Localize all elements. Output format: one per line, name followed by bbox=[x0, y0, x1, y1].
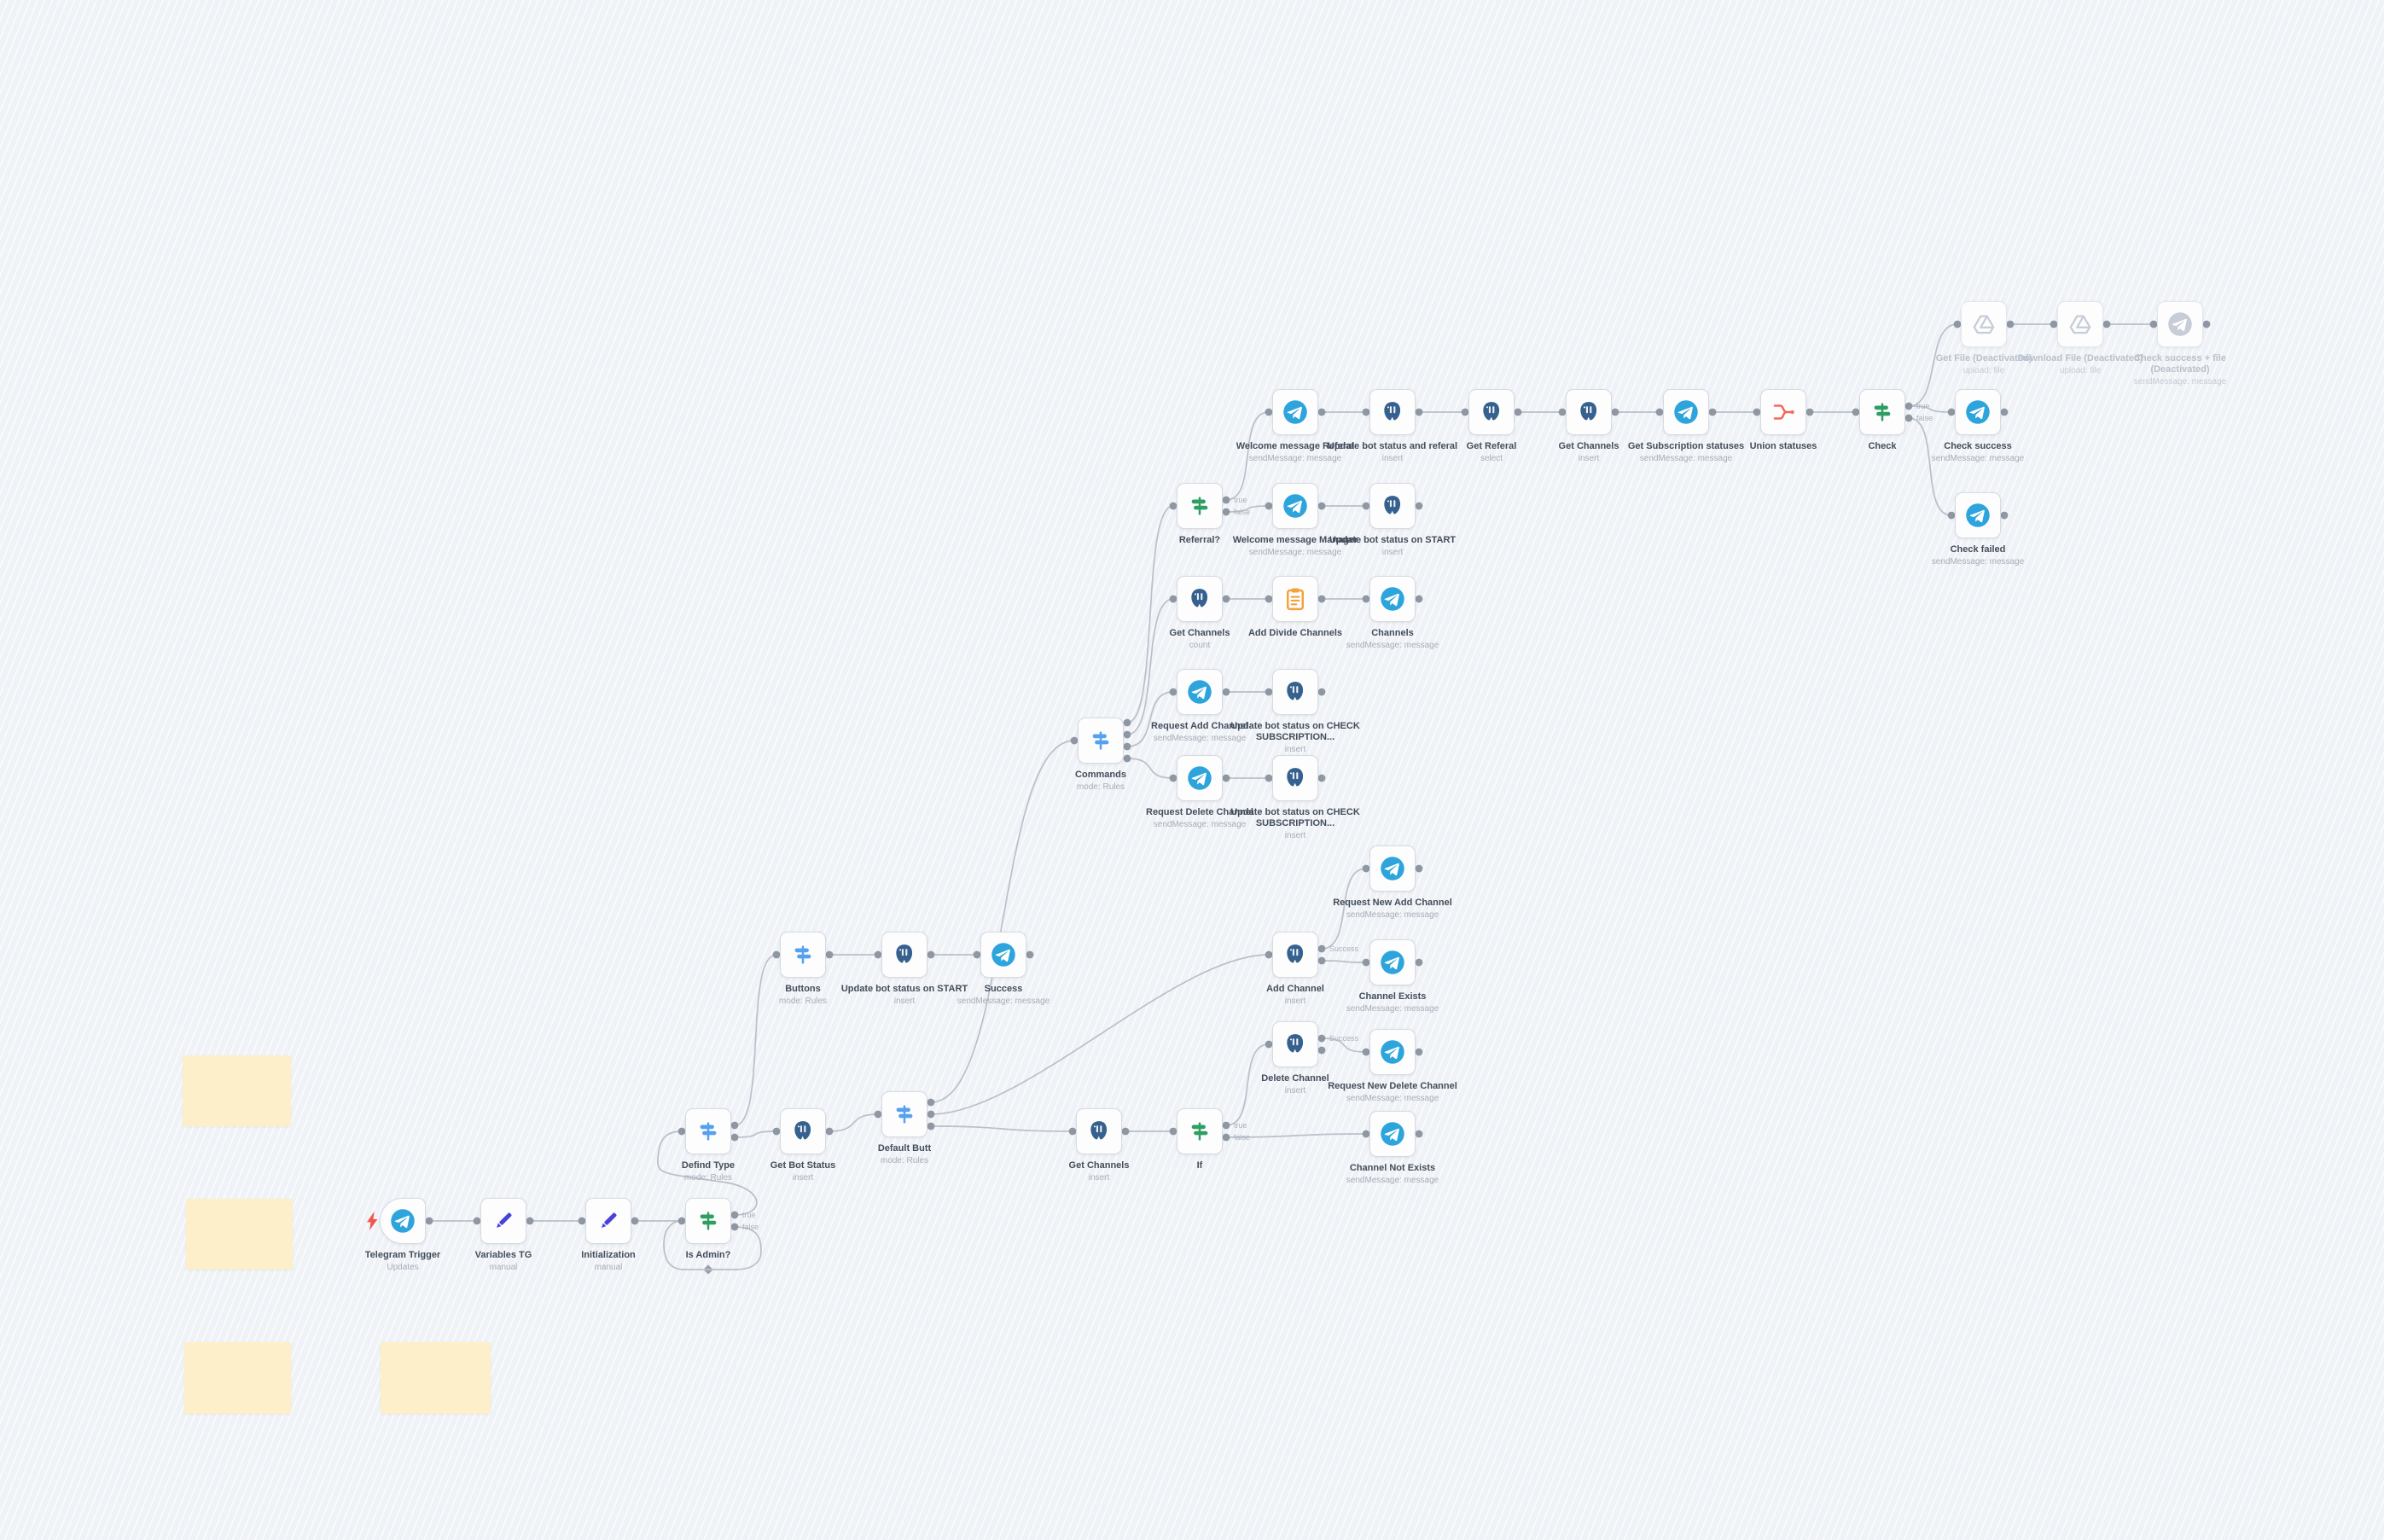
node-reqnewdel[interactable] bbox=[1369, 1029, 1416, 1075]
node-chksuc[interactable] bbox=[1955, 389, 2001, 435]
node-addch[interactable] bbox=[1272, 932, 1318, 978]
postgres-icon bbox=[1282, 1032, 1308, 1057]
svg-text:true: true bbox=[1234, 496, 1247, 504]
postgres-icon bbox=[1282, 942, 1308, 968]
postgres-icon bbox=[1380, 399, 1405, 425]
node-updsub2[interactable] bbox=[1272, 755, 1318, 801]
telegram-icon bbox=[1187, 765, 1212, 791]
telegram-icon bbox=[1380, 950, 1405, 975]
sticky-note-1[interactable] bbox=[183, 1055, 291, 1126]
svg-text:false: false bbox=[1234, 1133, 1250, 1142]
telegram-gray-icon bbox=[2167, 311, 2193, 337]
branch-green-icon bbox=[1869, 399, 1895, 425]
branch-green-icon bbox=[1187, 493, 1212, 519]
node-trigger[interactable] bbox=[380, 1198, 426, 1244]
node-updsub1[interactable] bbox=[1272, 669, 1318, 715]
svg-text:false: false bbox=[1916, 414, 1933, 422]
node-defaultbutt[interactable] bbox=[881, 1091, 927, 1137]
node-chksucfile[interactable] bbox=[2157, 301, 2203, 347]
node-reqnewadd[interactable] bbox=[1369, 846, 1416, 892]
branch-green-icon bbox=[695, 1208, 721, 1234]
pencil-icon bbox=[596, 1208, 621, 1234]
node-chkfail[interactable] bbox=[1955, 492, 2001, 538]
telegram-icon bbox=[1187, 679, 1212, 705]
node-welref[interactable] bbox=[1272, 389, 1318, 435]
svg-text:true: true bbox=[1916, 402, 1930, 410]
switch-blue-icon bbox=[892, 1101, 917, 1127]
postgres-icon bbox=[1282, 765, 1308, 791]
switch-blue-icon bbox=[1088, 728, 1114, 753]
node-getsub[interactable] bbox=[1663, 389, 1709, 435]
node-commands[interactable] bbox=[1078, 718, 1124, 764]
telegram-icon bbox=[1380, 856, 1405, 881]
node-getchcmd[interactable] bbox=[1177, 576, 1223, 622]
postgres-icon bbox=[790, 1119, 816, 1144]
svg-text:false: false bbox=[742, 1223, 759, 1231]
sticky-note-4[interactable] bbox=[381, 1342, 491, 1414]
node-successnode[interactable] bbox=[980, 932, 1026, 978]
node-chexists[interactable] bbox=[1369, 939, 1416, 985]
node-init[interactable] bbox=[585, 1198, 631, 1244]
telegram-icon bbox=[1282, 493, 1308, 519]
postgres-icon bbox=[1187, 586, 1212, 612]
lightning-bolt-icon bbox=[367, 1212, 379, 1230]
telegram-icon bbox=[1282, 399, 1308, 425]
postgres-icon bbox=[892, 942, 917, 968]
node-getchtop[interactable] bbox=[1566, 389, 1612, 435]
telegram-icon bbox=[390, 1208, 416, 1234]
node-welman[interactable] bbox=[1272, 483, 1318, 529]
telegram-icon bbox=[1965, 503, 1991, 528]
postgres-icon bbox=[1086, 1119, 1112, 1144]
node-getref[interactable] bbox=[1468, 389, 1515, 435]
node-buttons[interactable] bbox=[780, 932, 826, 978]
node-updref[interactable] bbox=[1369, 389, 1416, 435]
node-reqdel[interactable] bbox=[1177, 755, 1223, 801]
node-getbot[interactable] bbox=[780, 1108, 826, 1154]
postgres-icon bbox=[1479, 399, 1504, 425]
drive-gray-icon bbox=[1971, 311, 1997, 337]
node-dlfile[interactable] bbox=[2057, 301, 2103, 347]
telegram-icon bbox=[1380, 586, 1405, 612]
switch-blue-icon bbox=[695, 1119, 721, 1144]
pencil-icon bbox=[491, 1208, 516, 1234]
postgres-icon bbox=[1282, 679, 1308, 705]
switch-blue-icon bbox=[790, 942, 816, 968]
svg-text:true: true bbox=[742, 1211, 756, 1219]
node-delch[interactable] bbox=[1272, 1021, 1318, 1067]
sticky-note-3[interactable] bbox=[184, 1342, 291, 1414]
node-channels[interactable] bbox=[1369, 576, 1416, 622]
telegram-icon bbox=[1673, 399, 1699, 425]
sticky-note-2[interactable] bbox=[186, 1199, 293, 1270]
svg-text:Success: Success bbox=[1329, 944, 1359, 953]
node-getchb[interactable] bbox=[1076, 1108, 1122, 1154]
telegram-icon bbox=[991, 942, 1016, 968]
node-defind[interactable] bbox=[685, 1108, 731, 1154]
postgres-icon bbox=[1380, 493, 1405, 519]
svg-text:false: false bbox=[1234, 508, 1250, 516]
node-isadmin[interactable] bbox=[685, 1198, 731, 1244]
clipboard-icon bbox=[1282, 586, 1308, 612]
drive-gray-icon bbox=[2067, 311, 2093, 337]
node-chnotex[interactable] bbox=[1369, 1111, 1416, 1157]
node-updstarttop[interactable] bbox=[1369, 483, 1416, 529]
telegram-icon bbox=[1380, 1121, 1405, 1147]
node-adddiv[interactable] bbox=[1272, 576, 1318, 622]
svg-text:true: true bbox=[1234, 1121, 1247, 1130]
node-ifnode[interactable] bbox=[1177, 1108, 1223, 1154]
merge-coral-icon bbox=[1771, 399, 1796, 425]
node-union[interactable] bbox=[1760, 389, 1806, 435]
node-referral[interactable] bbox=[1177, 483, 1223, 529]
node-check[interactable] bbox=[1859, 389, 1905, 435]
node-vars[interactable] bbox=[480, 1198, 526, 1244]
telegram-icon bbox=[1380, 1039, 1405, 1065]
postgres-icon bbox=[1576, 399, 1602, 425]
svg-text:Success: Success bbox=[1329, 1034, 1359, 1043]
node-getfile[interactable] bbox=[1961, 301, 2007, 347]
node-reqadd[interactable] bbox=[1177, 669, 1223, 715]
branch-green-icon bbox=[1187, 1119, 1212, 1144]
node-updstartb[interactable] bbox=[881, 932, 927, 978]
telegram-icon bbox=[1965, 399, 1991, 425]
